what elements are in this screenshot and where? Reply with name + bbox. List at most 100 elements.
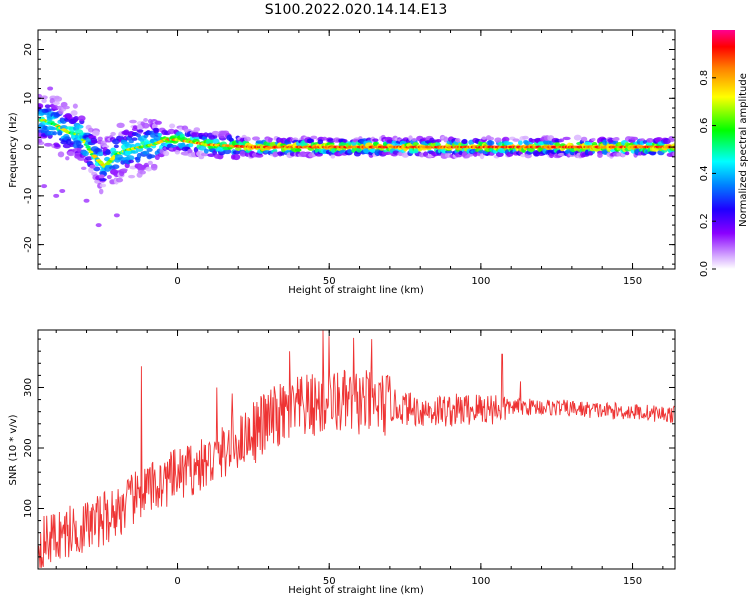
heatmap-cell [146, 147, 153, 152]
heatmap-cell [306, 138, 314, 144]
heatmap-cell [99, 183, 107, 188]
heatmap-cell [169, 123, 176, 129]
heatmap-cell [57, 130, 63, 136]
heatmap-cell [70, 110, 78, 116]
heatmap-cell [136, 133, 142, 138]
heatmap-cell [212, 134, 218, 139]
heatmap-cell [126, 155, 135, 161]
heatmap-cell [83, 198, 90, 203]
snr-series [38, 330, 675, 568]
x-tick-label: 100 [471, 576, 490, 587]
heatmap-cell [537, 141, 545, 146]
heatmap-cell [251, 136, 261, 141]
heatmap-cell [310, 135, 318, 140]
y-tick-label: -10 [23, 188, 34, 204]
heatmap-cell [97, 136, 103, 141]
heatmap-cell [44, 104, 51, 109]
heatmap-cell [95, 223, 102, 228]
heatmap-cell [669, 138, 675, 143]
heatmap-cell [41, 184, 48, 189]
heatmap-cell [386, 139, 394, 144]
colorbar-tick-label: 0.4 [699, 165, 710, 181]
heatmap-cell [110, 131, 116, 137]
heatmap-cell [481, 136, 487, 140]
x-tick-label: 0 [174, 576, 180, 587]
heatmap-cell [443, 136, 449, 143]
heatmap-cell [581, 136, 588, 142]
heatmap-cell [139, 170, 146, 175]
heatmap-cell [53, 96, 63, 102]
heatmap-cell [624, 151, 630, 156]
heatmap-cell [191, 132, 201, 138]
y-tick-label: 300 [23, 378, 34, 397]
colorbar: 0.0 0.2 0.4 0.6 0.8 Normalized spectral ampl… [699, 30, 749, 277]
y-tick-label: -20 [23, 236, 34, 252]
heatmap-cell [142, 150, 150, 155]
heatmap-cell [72, 103, 78, 109]
heatmap-cell [212, 150, 218, 156]
heatmap-cell [132, 125, 138, 129]
heatmap-cell [646, 137, 654, 143]
x-tick-label: 150 [623, 276, 642, 287]
heatmap-cell [157, 132, 162, 137]
spectrogram-heatmap [38, 86, 675, 228]
heatmap-cell [205, 138, 214, 145]
heatmap-cell [116, 122, 125, 129]
heatmap-cell [146, 153, 153, 160]
heatmap-cell [98, 188, 104, 195]
heatmap-cell [98, 174, 105, 179]
heatmap-cell [267, 137, 273, 143]
heatmap-cell [46, 125, 55, 131]
spectrogram-frame [37, 29, 676, 270]
heatmap-cell [85, 145, 91, 149]
snr-xlabel: Height of straight line (km) [288, 585, 424, 596]
heatmap-cell [200, 152, 210, 157]
x-tick-label: 100 [471, 276, 490, 287]
heatmap-cell [62, 105, 70, 110]
heatmap-cell [147, 160, 153, 165]
heatmap-cell [54, 143, 61, 148]
colorbar-tick-label: 0.8 [699, 70, 710, 86]
heatmap-cell [67, 151, 76, 157]
heatmap-cell [372, 138, 379, 142]
heatmap-cell [123, 129, 130, 136]
heatmap-cell [435, 139, 442, 143]
heatmap-cell [400, 140, 408, 145]
x-tick-label: 50 [323, 576, 336, 587]
heatmap-cell [549, 152, 554, 159]
chart-title: S100.2022.020.14.14.E13 [265, 2, 448, 18]
y-tick-label: 10 [23, 92, 34, 105]
heatmap-cell [115, 177, 124, 183]
heatmap-cell [88, 150, 94, 154]
y-tick-label: 20 [23, 43, 34, 56]
heatmap-cell [59, 188, 66, 193]
heatmap-cell [198, 145, 207, 151]
colorbar-tick-label: 0.6 [699, 118, 710, 134]
heatmap-cell [672, 151, 675, 157]
heatmap-cell [98, 177, 107, 182]
heatmap-cell [495, 151, 504, 157]
heatmap-cell [524, 140, 530, 146]
x-tick-label: 50 [323, 276, 336, 287]
heatmap-cell [44, 108, 52, 113]
heatmap-cell [47, 86, 54, 91]
colorbar-tick-label: 0.0 [699, 261, 710, 277]
heatmap-cell [128, 159, 134, 164]
heatmap-cell [232, 153, 241, 161]
y-tick-label: 0 [23, 144, 34, 150]
colorbar-tick-label: 0.2 [699, 213, 710, 229]
heatmap-cell [154, 120, 162, 125]
heatmap-cell [612, 137, 620, 142]
snr-line [38, 330, 675, 568]
heatmap-cell [591, 137, 596, 142]
heatmap-cell [124, 149, 132, 156]
heatmap-cell [412, 142, 419, 147]
heatmap-cell [243, 136, 251, 142]
heatmap-cell [419, 152, 425, 158]
snr-frame [37, 329, 676, 570]
heatmap-cell [479, 153, 485, 160]
x-tick-label: 0 [174, 276, 180, 287]
heatmap-cell [279, 151, 285, 156]
heatmap-cell [38, 138, 43, 143]
heatmap-cell [128, 139, 134, 144]
